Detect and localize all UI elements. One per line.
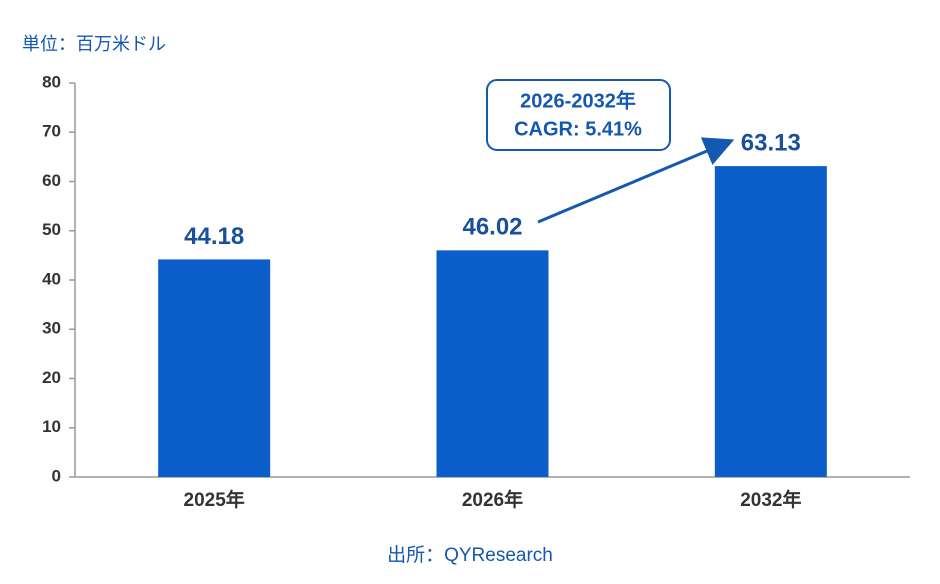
y-tick-label: 40 bbox=[42, 269, 61, 288]
annotation-text: 2026-2032年 bbox=[520, 88, 636, 112]
y-tick-label: 60 bbox=[42, 171, 61, 190]
x-tick-label: 2026年 bbox=[462, 488, 523, 511]
y-tick-label: 0 bbox=[52, 466, 61, 485]
y-tick-label: 80 bbox=[42, 72, 61, 91]
y-tick-label: 50 bbox=[42, 220, 61, 239]
annotation-text: CAGR: 5.41% bbox=[514, 118, 642, 140]
bar bbox=[436, 250, 549, 477]
source: 出所：QYResearch bbox=[387, 544, 553, 566]
value-label: 63.13 bbox=[741, 129, 801, 156]
annotation-box bbox=[486, 79, 671, 151]
y-tick-label: 30 bbox=[42, 319, 61, 338]
bar bbox=[158, 259, 271, 477]
value-label: 46.02 bbox=[462, 214, 522, 241]
unit-label: 単位：百万米ドル bbox=[22, 34, 166, 54]
y-tick-label: 70 bbox=[42, 122, 61, 141]
value-label: 44.18 bbox=[184, 223, 244, 250]
y-tick-label: 10 bbox=[42, 417, 61, 436]
y-tick-label: 20 bbox=[42, 368, 61, 387]
cagr-arrow bbox=[537, 137, 735, 224]
x-tick-label: 2025年 bbox=[184, 488, 245, 511]
bar bbox=[714, 166, 827, 477]
x-tick-label: 2032年 bbox=[740, 488, 801, 511]
